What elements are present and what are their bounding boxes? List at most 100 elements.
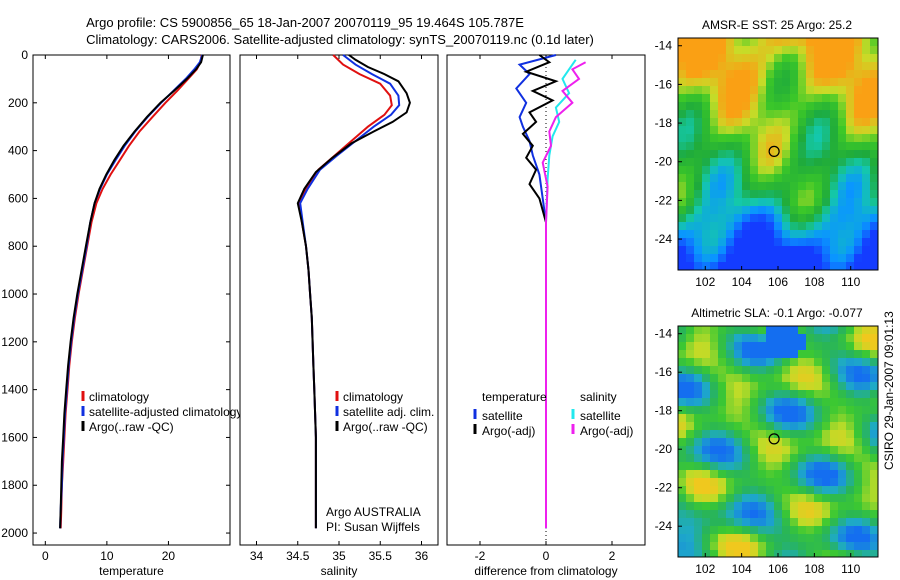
sla-cell (838, 342, 847, 351)
sla-cell (846, 502, 855, 511)
sla-cell (678, 374, 687, 383)
sst-cell (710, 142, 719, 151)
sla-cell (838, 470, 847, 479)
sla-cell (694, 422, 703, 431)
sla-cell (830, 326, 839, 335)
sst-cell (678, 126, 687, 135)
sla-cell (718, 366, 727, 375)
sst-cell (806, 110, 815, 119)
sla-cell (766, 406, 775, 415)
sst-cell (710, 134, 719, 143)
sst-cell (806, 142, 815, 151)
sla-cell (822, 470, 831, 479)
sst-cell (678, 94, 687, 103)
sla-cell (822, 390, 831, 399)
sst-cell (766, 134, 775, 143)
sla-cell (774, 326, 783, 335)
sla-cell (774, 542, 783, 551)
sla-cell (766, 398, 775, 407)
sst-cell (742, 174, 751, 183)
sla-cell (710, 486, 719, 495)
sla-cell (694, 462, 703, 471)
sla-cell (758, 502, 767, 511)
sst-cell (838, 142, 847, 151)
sst-cell (854, 262, 863, 271)
sst-cell (718, 86, 727, 95)
sla-cell (766, 518, 775, 527)
sla-cell (726, 326, 735, 335)
sla-cell (862, 470, 871, 479)
sla-cell (854, 374, 863, 383)
sla-cell (710, 510, 719, 519)
sst-cell (790, 254, 799, 263)
sst-cell (766, 214, 775, 223)
sla-cell (814, 422, 823, 431)
sla-cell (718, 390, 727, 399)
sst-cell (766, 110, 775, 119)
sst-cell (798, 150, 807, 159)
sst-cell (870, 166, 879, 175)
sla-cell (766, 326, 775, 335)
sst-cell (790, 182, 799, 191)
sla-cell (774, 430, 783, 439)
sst-cell (726, 94, 735, 103)
sst-cell (694, 214, 703, 223)
sst-cell (830, 230, 839, 239)
sla-cell (718, 486, 727, 495)
sst-cell (726, 246, 735, 255)
sla-cell (742, 390, 751, 399)
sst-cell (750, 102, 759, 111)
sst-xtick-label: 102 (695, 275, 715, 289)
sla-cell (838, 534, 847, 543)
sla-cell (782, 406, 791, 415)
sla-cell (806, 342, 815, 351)
sst-cell (870, 198, 879, 207)
sla-cell (758, 366, 767, 375)
sla-cell (870, 350, 879, 359)
sla-cell (838, 358, 847, 367)
sla-cell (694, 350, 703, 359)
sla-cell (798, 478, 807, 487)
sst-cell (742, 262, 751, 271)
sst-cell (870, 126, 879, 135)
sst-cell (694, 262, 703, 271)
sla-cell (806, 334, 815, 343)
sst-cell (806, 198, 815, 207)
sla-cell (790, 446, 799, 455)
sla-cell (790, 326, 799, 335)
sla-cell (726, 414, 735, 423)
sst-cell (734, 46, 743, 55)
sst-cell (798, 206, 807, 215)
sst-cell (718, 150, 727, 159)
sla-cell (750, 446, 759, 455)
sst-cell (758, 222, 767, 231)
sla-cell (710, 390, 719, 399)
sla-cell (838, 510, 847, 519)
sst-cell (782, 262, 791, 271)
sst-cell (854, 86, 863, 95)
sla-cell (862, 382, 871, 391)
sla-cell (766, 382, 775, 391)
sst-cell (718, 78, 727, 87)
sla-cell (766, 510, 775, 519)
sla-cell (694, 550, 703, 558)
sst-cell (766, 190, 775, 199)
sla-cell (798, 326, 807, 335)
sla-cell (870, 478, 879, 487)
sla-cell (726, 438, 735, 447)
temperature-ytick-label: 0 (21, 48, 28, 62)
sst-cell (798, 158, 807, 167)
sst-cell (742, 206, 751, 215)
temperature-xlabel: temperature (99, 564, 164, 578)
sst-cell (806, 262, 815, 271)
sla-cell (710, 438, 719, 447)
sst-cell (782, 70, 791, 79)
sla-cell (710, 342, 719, 351)
sla-cell (742, 374, 751, 383)
sst-cell (766, 158, 775, 167)
sla-cell (854, 462, 863, 471)
sla-cell (814, 334, 823, 343)
sla-cell (838, 374, 847, 383)
sla-cell (694, 446, 703, 455)
